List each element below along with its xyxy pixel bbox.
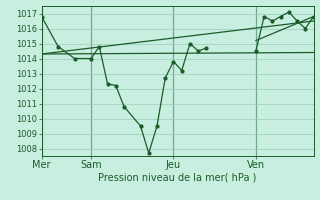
X-axis label: Pression niveau de la mer( hPa ): Pression niveau de la mer( hPa )	[99, 173, 257, 183]
